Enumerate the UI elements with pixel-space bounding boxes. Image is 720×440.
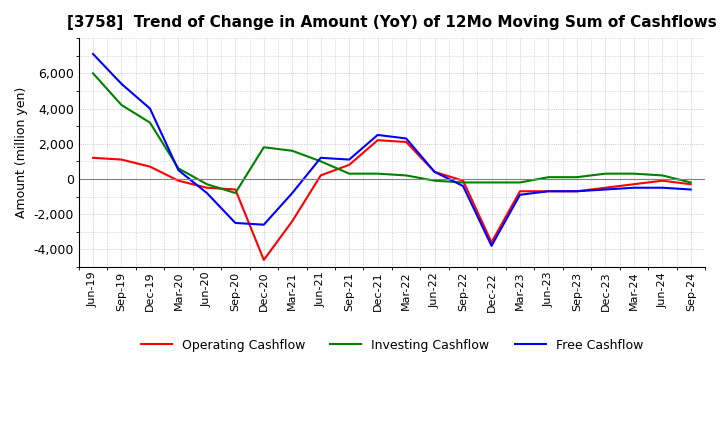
- Free Cashflow: [89, 51, 97, 57]
- Free Cashflow: [544, 189, 553, 194]
- Investing Cashflow: [658, 173, 667, 178]
- Investing Cashflow: [145, 120, 154, 125]
- Operating Cashflow: [231, 187, 240, 192]
- Free Cashflow: [374, 132, 382, 138]
- Free Cashflow: [316, 155, 325, 161]
- Investing Cashflow: [431, 178, 439, 183]
- Free Cashflow: [572, 189, 581, 194]
- Line: Free Cashflow: Free Cashflow: [93, 54, 690, 246]
- Line: Operating Cashflow: Operating Cashflow: [93, 140, 690, 260]
- Investing Cashflow: [516, 180, 524, 185]
- Legend: Operating Cashflow, Investing Cashflow, Free Cashflow: Operating Cashflow, Investing Cashflow, …: [135, 334, 648, 357]
- Free Cashflow: [629, 185, 638, 191]
- Free Cashflow: [202, 191, 211, 196]
- Investing Cashflow: [686, 180, 695, 185]
- Free Cashflow: [686, 187, 695, 192]
- Operating Cashflow: [431, 169, 439, 175]
- Title: [3758]  Trend of Change in Amount (YoY) of 12Mo Moving Sum of Cashflows: [3758] Trend of Change in Amount (YoY) o…: [67, 15, 717, 30]
- Investing Cashflow: [288, 148, 297, 154]
- Operating Cashflow: [202, 185, 211, 191]
- Free Cashflow: [601, 187, 610, 192]
- Operating Cashflow: [117, 157, 126, 162]
- Investing Cashflow: [487, 180, 496, 185]
- Investing Cashflow: [544, 175, 553, 180]
- Investing Cashflow: [345, 171, 354, 176]
- Line: Investing Cashflow: Investing Cashflow: [93, 73, 690, 193]
- Operating Cashflow: [259, 257, 268, 263]
- Investing Cashflow: [629, 171, 638, 176]
- Investing Cashflow: [316, 159, 325, 164]
- Operating Cashflow: [345, 162, 354, 168]
- Operating Cashflow: [629, 182, 638, 187]
- Operating Cashflow: [174, 178, 183, 183]
- Investing Cashflow: [374, 171, 382, 176]
- Investing Cashflow: [89, 71, 97, 76]
- Operating Cashflow: [487, 240, 496, 245]
- Operating Cashflow: [374, 138, 382, 143]
- Investing Cashflow: [402, 173, 410, 178]
- Operating Cashflow: [402, 139, 410, 145]
- Investing Cashflow: [231, 191, 240, 196]
- Free Cashflow: [145, 106, 154, 111]
- Operating Cashflow: [288, 219, 297, 224]
- Operating Cashflow: [516, 189, 524, 194]
- Free Cashflow: [459, 183, 467, 189]
- Investing Cashflow: [601, 171, 610, 176]
- Free Cashflow: [174, 168, 183, 173]
- Free Cashflow: [402, 136, 410, 141]
- Free Cashflow: [516, 192, 524, 198]
- Operating Cashflow: [459, 178, 467, 183]
- Free Cashflow: [117, 81, 126, 87]
- Investing Cashflow: [259, 145, 268, 150]
- Operating Cashflow: [544, 189, 553, 194]
- Y-axis label: Amount (million yen): Amount (million yen): [15, 87, 28, 218]
- Operating Cashflow: [316, 173, 325, 178]
- Operating Cashflow: [572, 189, 581, 194]
- Operating Cashflow: [89, 155, 97, 161]
- Free Cashflow: [487, 243, 496, 249]
- Investing Cashflow: [572, 175, 581, 180]
- Operating Cashflow: [601, 185, 610, 191]
- Investing Cashflow: [174, 166, 183, 171]
- Free Cashflow: [259, 222, 268, 227]
- Free Cashflow: [288, 191, 297, 196]
- Operating Cashflow: [658, 178, 667, 183]
- Investing Cashflow: [117, 103, 126, 108]
- Free Cashflow: [658, 185, 667, 191]
- Free Cashflow: [231, 220, 240, 226]
- Operating Cashflow: [686, 182, 695, 187]
- Investing Cashflow: [202, 182, 211, 187]
- Free Cashflow: [345, 157, 354, 162]
- Investing Cashflow: [459, 180, 467, 185]
- Operating Cashflow: [145, 164, 154, 169]
- Free Cashflow: [431, 169, 439, 175]
